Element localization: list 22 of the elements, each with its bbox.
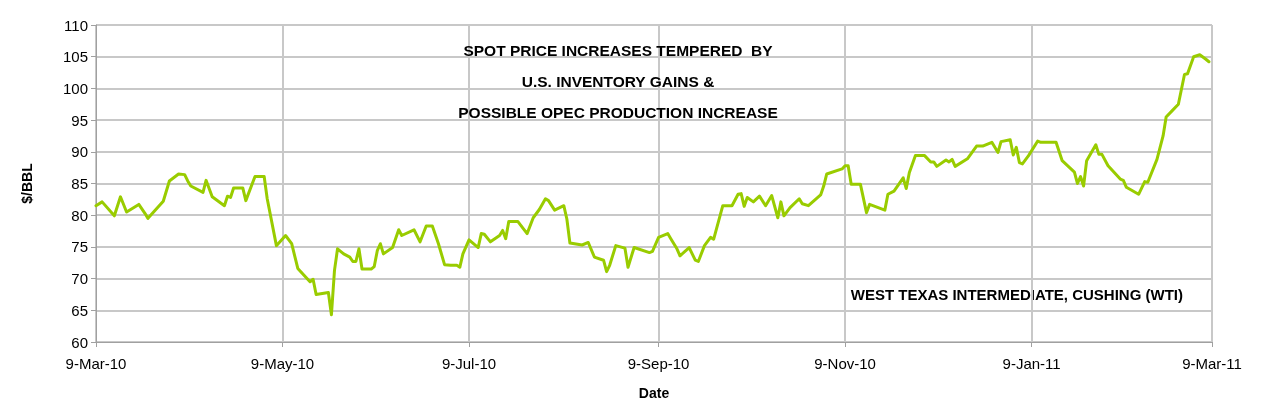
- y-tick-label: 85: [71, 175, 88, 192]
- y-tick-label: 80: [71, 206, 88, 224]
- x-tick-label: 9-Jul-10: [441, 355, 497, 372]
- y-tick-label: 105: [62, 48, 88, 66]
- y-tick-label: 75: [71, 238, 88, 256]
- y-tick-label: 110: [64, 16, 88, 34]
- x-axis-title: Date: [638, 385, 670, 401]
- annotation: WEST TEXAS INTERMEDIATE, CUSHING (WTI): [850, 286, 1183, 303]
- y-tick-label: 65: [71, 301, 88, 319]
- x-tick-label: 9-Nov-10: [814, 355, 876, 372]
- x-tick-label: 9-Mar-11: [1182, 355, 1242, 372]
- y-tick-label: 70: [71, 270, 88, 288]
- x-tick-label: 9-Jan-11: [1002, 355, 1061, 372]
- y-axis-title: $/BBL: [19, 162, 35, 204]
- y-tick-label: 60: [71, 333, 88, 351]
- x-tick-label: 9-Mar-10: [65, 355, 127, 372]
- text: SPOT PRICE INCREASES TEMPERED BY U.S. INVENTORY GAINS & POSSIBLE OPEC PRODUCTION INCREASE: [458, 42, 778, 121]
- y-tick-label: 90: [71, 143, 88, 161]
- y-tick-label: 95: [71, 111, 88, 129]
- y-tick-label: 100: [62, 79, 88, 97]
- x-tick-label: 9-Sep-10: [627, 355, 690, 372]
- x-tick-label: 9-May-10: [250, 355, 315, 372]
